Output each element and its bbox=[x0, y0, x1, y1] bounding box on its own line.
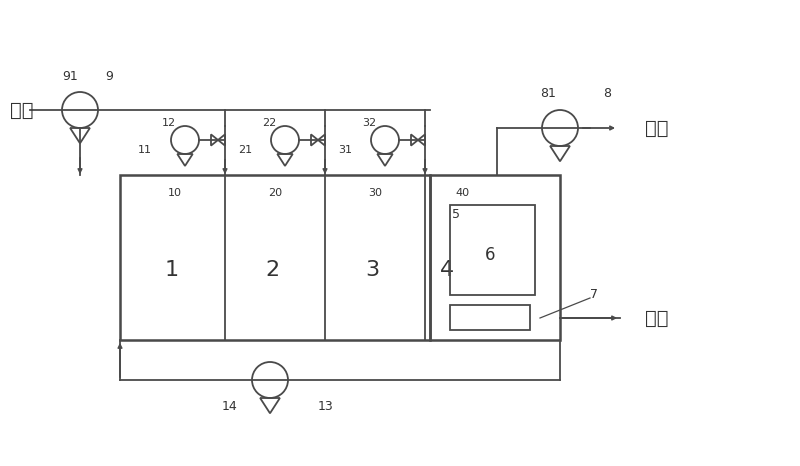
Text: 81: 81 bbox=[540, 87, 556, 100]
Text: 清水: 清水 bbox=[645, 118, 669, 137]
Text: 31: 31 bbox=[338, 145, 352, 155]
Text: 7: 7 bbox=[590, 288, 598, 302]
Text: 21: 21 bbox=[238, 145, 252, 155]
Text: 1: 1 bbox=[165, 260, 179, 280]
Text: 30: 30 bbox=[368, 188, 382, 198]
Text: 22: 22 bbox=[262, 118, 276, 128]
Bar bbox=[450, 305, 530, 330]
Text: 14: 14 bbox=[222, 400, 238, 413]
Text: 8: 8 bbox=[603, 87, 611, 100]
Text: 5: 5 bbox=[452, 208, 460, 221]
Text: 4: 4 bbox=[440, 260, 454, 280]
Text: 污水: 污水 bbox=[10, 101, 34, 119]
Text: 13: 13 bbox=[318, 400, 334, 413]
Text: 11: 11 bbox=[138, 145, 152, 155]
Bar bbox=[120, 175, 430, 340]
Text: 污泥: 污泥 bbox=[645, 308, 669, 328]
Bar bbox=[450, 205, 535, 295]
Text: 9: 9 bbox=[105, 70, 113, 83]
Text: 20: 20 bbox=[268, 188, 282, 198]
Text: 91: 91 bbox=[62, 70, 78, 83]
Text: 32: 32 bbox=[362, 118, 376, 128]
Text: 2: 2 bbox=[265, 260, 279, 280]
Text: 10: 10 bbox=[168, 188, 182, 198]
Text: 6: 6 bbox=[485, 246, 495, 264]
Text: 12: 12 bbox=[162, 118, 176, 128]
Text: 3: 3 bbox=[365, 260, 379, 280]
Bar bbox=[430, 175, 560, 340]
Text: 40: 40 bbox=[455, 188, 469, 198]
